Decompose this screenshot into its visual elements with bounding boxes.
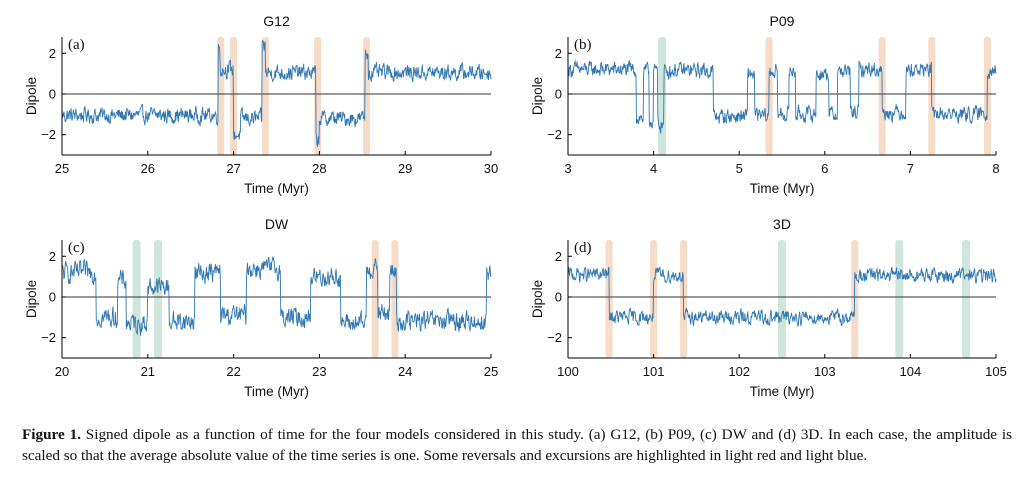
x-tick-label: 25 [484, 364, 498, 379]
x-tick-label: 104 [900, 364, 922, 379]
x-tick-label: 27 [226, 161, 240, 176]
x-tick-label: 101 [643, 364, 665, 379]
x-axis-label: Time (Myr) [244, 384, 309, 399]
y-axis-label: Dipole [24, 77, 39, 115]
x-tick-label: 28 [312, 161, 326, 176]
y-tick-label: 0 [555, 289, 562, 304]
chart-title: P09 [770, 13, 795, 29]
reversal-band [314, 37, 321, 155]
x-tick-label: 21 [141, 364, 155, 379]
chart-panel-p09: 3 4 5 6 7 8 −2 0 2 P09 Time (Myr) Dipole (b) [530, 13, 1000, 196]
chart-panel-dw: 20 21 22 23 24 25 −2 0 2 DW Time (Myr) Dipole (c) [24, 216, 498, 399]
x-tick-label: 23 [312, 364, 326, 379]
x-tick-label: 7 [907, 161, 914, 176]
x-tick-label: 25 [55, 161, 69, 176]
x-tick-label: 103 [814, 364, 836, 379]
chart-title: 3D [773, 216, 791, 232]
x-tick-label: 30 [484, 161, 498, 176]
x-tick-label: 6 [821, 161, 828, 176]
panel-label: (c) [68, 240, 85, 256]
y-tick-label: 2 [555, 249, 562, 264]
chart-panel-g12: 25 26 27 28 29 30 −2 0 2 G12 Time (Myr) Dipole (a) [24, 13, 498, 196]
reversal-band [391, 240, 398, 358]
x-tick-label: 5 [736, 161, 743, 176]
excursion-band [962, 240, 970, 358]
excursion-band [895, 240, 903, 358]
panel-label: (d) [574, 240, 592, 256]
y-tick-label: −2 [547, 330, 562, 345]
caption-label: Figure 1. [22, 426, 81, 443]
y-tick-label: 0 [49, 289, 56, 304]
x-tick-label: 29 [398, 161, 412, 176]
y-axis-label: Dipole [530, 280, 545, 318]
panel-label: (a) [68, 37, 85, 53]
x-tick-label: 102 [728, 364, 750, 379]
x-tick-label: 3 [564, 161, 571, 176]
chart-title: DW [265, 216, 289, 232]
panel-label: (b) [574, 37, 592, 53]
x-tick-label: 26 [141, 161, 155, 176]
y-axis-label: Dipole [24, 280, 39, 318]
figure-caption: Figure 1. Signed dipole as a function of… [22, 424, 1012, 466]
excursion-band [778, 240, 786, 358]
x-axis-label: Time (Myr) [750, 181, 815, 196]
x-tick-label: 105 [985, 364, 1007, 379]
excursion-band [133, 240, 141, 358]
y-tick-label: −2 [547, 127, 562, 142]
x-tick-label: 100 [557, 364, 579, 379]
x-tick-label: 22 [226, 364, 240, 379]
y-tick-label: −2 [41, 330, 56, 345]
y-tick-label: 0 [49, 86, 56, 101]
x-tick-label: 4 [650, 161, 657, 176]
x-tick-label: 24 [398, 364, 412, 379]
excursion-band [658, 37, 666, 155]
chart-panel-3d: 100 101 102 103 104 105 −2 0 2 3D Time (Myr) Dipole… [530, 216, 1007, 399]
chart-title: G12 [263, 13, 290, 29]
y-tick-label: 0 [555, 86, 562, 101]
y-tick-label: 2 [49, 46, 56, 61]
x-axis-label: Time (Myr) [750, 384, 815, 399]
y-tick-label: 2 [555, 46, 562, 61]
caption-text: Signed dipole as a function of time for … [22, 426, 1012, 464]
x-tick-label: 20 [55, 364, 69, 379]
excursion-band [154, 240, 162, 358]
y-tick-label: 2 [49, 249, 56, 264]
y-tick-label: −2 [41, 127, 56, 142]
x-tick-label: 8 [992, 161, 999, 176]
x-axis-label: Time (Myr) [244, 181, 309, 196]
y-axis-label: Dipole [530, 77, 545, 115]
